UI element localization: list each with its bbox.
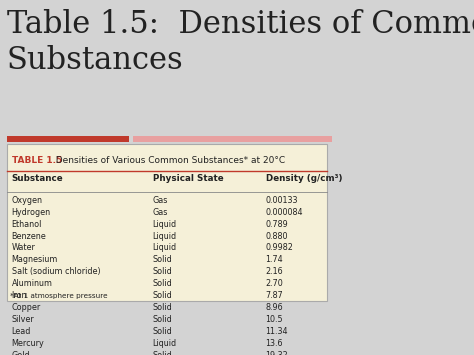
Text: 1.74: 1.74	[265, 255, 283, 264]
Text: 8.96: 8.96	[265, 303, 283, 312]
Text: Salt (sodium chloride): Salt (sodium chloride)	[12, 267, 100, 276]
Text: 0.9982: 0.9982	[265, 244, 293, 252]
Text: Solid: Solid	[153, 327, 173, 336]
Text: Densities of Various Common Substances* at 20°C: Densities of Various Common Substances* …	[50, 156, 285, 165]
Text: Solid: Solid	[153, 303, 173, 312]
Text: Solid: Solid	[153, 315, 173, 324]
Text: Substance: Substance	[12, 174, 63, 183]
Text: Liquid: Liquid	[153, 220, 177, 229]
Text: Iron: Iron	[12, 291, 27, 300]
Text: Solid: Solid	[153, 291, 173, 300]
Text: Solid: Solid	[153, 255, 173, 264]
Text: Solid: Solid	[153, 351, 173, 355]
Text: 10.5: 10.5	[265, 315, 283, 324]
Text: 13.6: 13.6	[265, 339, 283, 348]
Text: Benzene: Benzene	[12, 231, 46, 241]
Text: Physical State: Physical State	[153, 174, 223, 183]
FancyBboxPatch shape	[7, 136, 129, 142]
Text: 7.87: 7.87	[265, 291, 283, 300]
Text: Liquid: Liquid	[153, 339, 177, 348]
Text: Gas: Gas	[153, 196, 168, 205]
Text: Density (g/cm³): Density (g/cm³)	[265, 174, 342, 183]
Text: Liquid: Liquid	[153, 231, 177, 241]
Text: Oxygen: Oxygen	[12, 196, 43, 205]
Text: TABLE 1.5: TABLE 1.5	[12, 156, 62, 165]
Text: 0.000084: 0.000084	[265, 208, 303, 217]
Text: Ethanol: Ethanol	[12, 220, 42, 229]
Text: *At 1 atmosphere pressure: *At 1 atmosphere pressure	[10, 293, 108, 299]
Text: Copper: Copper	[12, 303, 41, 312]
Text: Water: Water	[12, 244, 36, 252]
Text: Silver: Silver	[12, 315, 35, 324]
Text: Aluminum: Aluminum	[12, 279, 53, 288]
FancyBboxPatch shape	[7, 144, 327, 301]
Text: Mercury: Mercury	[12, 339, 45, 348]
Text: 2.16: 2.16	[265, 267, 283, 276]
Text: 0.789: 0.789	[265, 220, 288, 229]
Text: Gold: Gold	[12, 351, 30, 355]
Text: Gas: Gas	[153, 208, 168, 217]
Text: Lead: Lead	[12, 327, 31, 336]
Text: Magnesium: Magnesium	[12, 255, 58, 264]
Text: 0.00133: 0.00133	[265, 196, 298, 205]
Text: Solid: Solid	[153, 279, 173, 288]
Text: Hydrogen: Hydrogen	[12, 208, 51, 217]
Text: 19.32: 19.32	[265, 351, 288, 355]
Text: Table 1.5:  Densities of Common
Substances: Table 1.5: Densities of Common Substance…	[7, 10, 474, 76]
Text: Solid: Solid	[153, 267, 173, 276]
Text: 0.880: 0.880	[265, 231, 288, 241]
FancyBboxPatch shape	[133, 136, 332, 142]
Text: 2.70: 2.70	[265, 279, 283, 288]
Text: 11.34: 11.34	[265, 327, 288, 336]
Text: Liquid: Liquid	[153, 244, 177, 252]
